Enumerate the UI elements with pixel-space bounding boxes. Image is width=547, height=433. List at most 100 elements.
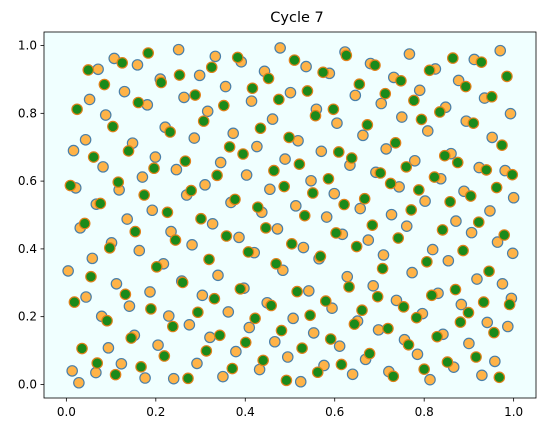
scatter-point-s0-162 bbox=[481, 316, 494, 329]
scatter-point-s0-103 bbox=[328, 187, 341, 200]
scatter-point-s0-59 bbox=[214, 156, 227, 169]
scatter-point-s0-156 bbox=[465, 226, 478, 239]
scatter-point-s0-170 bbox=[502, 320, 514, 333]
scatter-point-s1-142 bbox=[462, 306, 475, 319]
y-tick-label: 0.0 bbox=[18, 377, 37, 391]
scatter-point-s1-16 bbox=[116, 57, 129, 69]
scatter-point-s0-132 bbox=[403, 48, 416, 60]
scatter-point-s0-108 bbox=[341, 270, 354, 283]
scatter-point-s1-55 bbox=[234, 283, 247, 295]
scatter-point-s1-73 bbox=[283, 131, 295, 144]
scatter-point-s1-128 bbox=[425, 289, 438, 302]
scatter-point-s0-163 bbox=[484, 205, 496, 217]
scatter-point-s1-68 bbox=[270, 257, 282, 270]
scatter-point-s1-54 bbox=[231, 51, 244, 64]
scatter-point-s0-98 bbox=[315, 145, 328, 158]
scatter-point-s1-7 bbox=[87, 151, 100, 163]
scatter-point-s1-156 bbox=[498, 229, 511, 241]
scatter-point-s1-15 bbox=[112, 176, 125, 188]
scatter-point-s1-28 bbox=[155, 76, 167, 89]
scatter-point-s0-90 bbox=[294, 375, 307, 388]
scatter-point-s1-3 bbox=[76, 342, 88, 355]
scatter-point-s0-134 bbox=[408, 154, 421, 167]
scatter-point-s1-137 bbox=[449, 283, 462, 296]
scatter-point-s1-157 bbox=[501, 70, 513, 83]
y-tick-label: 0.8 bbox=[18, 106, 37, 120]
scatter-point-s0-93 bbox=[302, 285, 315, 297]
scatter-point-s0-9 bbox=[86, 252, 99, 265]
scatter-point-s0-30 bbox=[139, 372, 151, 384]
scatter-point-s1-26 bbox=[148, 162, 160, 175]
scatter-point-s0-28 bbox=[133, 244, 146, 257]
scatter-point-s1-39 bbox=[189, 89, 201, 101]
scatter-point-s0-29 bbox=[136, 171, 149, 183]
scatter-point-s0-82 bbox=[274, 42, 286, 54]
scatter-point-s0-100 bbox=[320, 211, 333, 223]
scatter-point-s0-41 bbox=[167, 372, 180, 385]
scatter-point-s0-14 bbox=[97, 161, 109, 173]
x-tick-label: 0.4 bbox=[236, 405, 255, 419]
scatter-point-s0-136 bbox=[413, 84, 426, 97]
scatter-point-s1-108 bbox=[374, 167, 387, 179]
scatter-point-s1-78 bbox=[296, 342, 308, 354]
scatter-point-s1-21 bbox=[132, 96, 145, 109]
scatter-point-s0-69 bbox=[240, 169, 253, 181]
scatter-point-s1-11 bbox=[101, 314, 113, 327]
scatter-point-s1-151 bbox=[485, 90, 498, 103]
scatter-point-s0-147 bbox=[442, 254, 455, 267]
scatter-point-s0-66 bbox=[233, 231, 245, 244]
scatter-point-s1-13 bbox=[107, 120, 119, 133]
scatter-point-s1-35 bbox=[176, 276, 189, 289]
scatter-point-s1-66 bbox=[265, 299, 278, 312]
scatter-point-s1-59 bbox=[246, 82, 259, 95]
scatter-point-s1-121 bbox=[408, 94, 420, 107]
scatter-point-s1-125 bbox=[418, 363, 430, 375]
scatter-point-s1-83 bbox=[309, 109, 322, 122]
scatter-point-s1-130 bbox=[431, 330, 443, 343]
scatter-point-s0-86 bbox=[284, 86, 297, 99]
scatter-point-s0-127 bbox=[390, 294, 403, 307]
scatter-point-s1-19 bbox=[125, 332, 138, 344]
x-tick-label: 0.0 bbox=[57, 405, 76, 419]
scatter-point-s1-115 bbox=[392, 232, 405, 244]
scatter-point-s0-120 bbox=[372, 324, 385, 336]
scatter-point-s1-100 bbox=[353, 78, 366, 90]
scatter-point-s1-27 bbox=[150, 261, 163, 273]
scatter-point-s1-140 bbox=[457, 244, 469, 257]
scatter-point-s1-104 bbox=[363, 347, 376, 360]
scatter-point-s1-86 bbox=[317, 66, 329, 79]
scatter-point-s0-51 bbox=[193, 69, 206, 82]
y-tick-label: 0.2 bbox=[18, 310, 37, 324]
scatter-point-s0-141 bbox=[426, 243, 439, 256]
scatter-point-s0-81 bbox=[271, 223, 284, 235]
scatter-point-s1-81 bbox=[304, 309, 316, 322]
scatter-point-s1-46 bbox=[208, 292, 221, 305]
scatter-point-s0-73 bbox=[251, 140, 263, 153]
scatter-point-s1-43 bbox=[200, 345, 213, 357]
scatter-point-s1-96 bbox=[343, 281, 355, 293]
scatter-point-s0-84 bbox=[279, 153, 291, 165]
scatter-point-s0-19 bbox=[110, 277, 123, 290]
scatter-point-s0-102 bbox=[326, 302, 338, 314]
scatter-point-s1-67 bbox=[268, 164, 280, 177]
scatter-point-s1-92 bbox=[332, 146, 345, 158]
scatter-point-s1-71 bbox=[278, 180, 290, 193]
scatter-point-s1-9 bbox=[94, 197, 107, 210]
scatter-point-s0-58 bbox=[212, 269, 224, 282]
scatter-point-s1-51 bbox=[223, 141, 236, 153]
scatter-point-s0-116 bbox=[362, 234, 375, 246]
scatter-point-s0-52 bbox=[196, 289, 209, 302]
scatter-point-s0-166 bbox=[491, 236, 504, 248]
scatter-point-s1-145 bbox=[470, 351, 482, 363]
scatter-point-s1-49 bbox=[218, 99, 230, 112]
scatter-point-s1-10 bbox=[98, 78, 111, 91]
scatter-point-s0-65 bbox=[230, 345, 242, 358]
scatter-point-s1-60 bbox=[249, 312, 261, 325]
scatter-point-s1-106 bbox=[369, 59, 381, 72]
scatter-point-s0-125 bbox=[385, 208, 398, 221]
scatter-point-s1-4 bbox=[78, 217, 91, 230]
scatter-point-s1-80 bbox=[301, 85, 314, 97]
scatter-point-s0-16 bbox=[102, 342, 115, 354]
scatter-point-s1-18 bbox=[122, 145, 135, 157]
